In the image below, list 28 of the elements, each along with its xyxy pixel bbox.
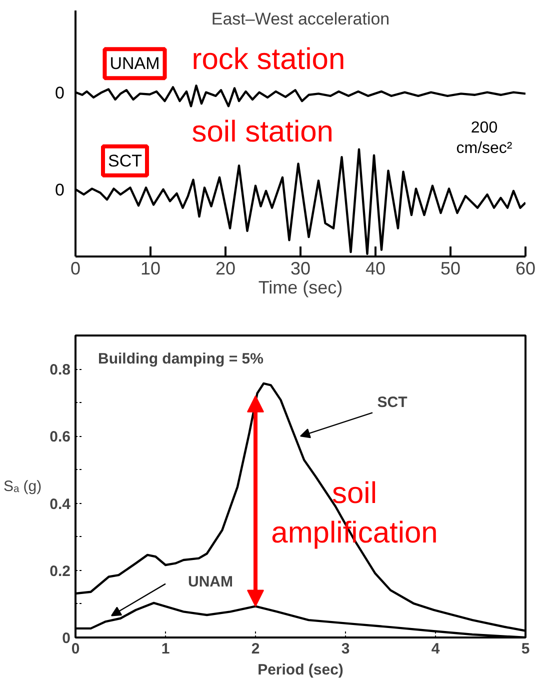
x-axis-title: Period (sec) bbox=[258, 662, 344, 678]
x-tick-label: 40 bbox=[365, 258, 386, 278]
x-tick-label: 5 bbox=[521, 640, 530, 658]
y-tick-label: 0.6 bbox=[50, 428, 71, 446]
annotation: soil station bbox=[192, 115, 334, 148]
y-tick-label: 0.8 bbox=[50, 362, 71, 379]
x-axis-title: Time (sec) bbox=[258, 278, 343, 298]
chart-title: East–West acceleration bbox=[211, 10, 390, 29]
x-tick-label: 60 bbox=[515, 258, 536, 278]
y-tick-label: 0.2 bbox=[50, 562, 71, 580]
annotation: SCT bbox=[377, 394, 408, 412]
annotation: Building damping = 5% bbox=[98, 350, 264, 368]
annotation: UNAM bbox=[188, 573, 234, 590]
x-tick-label: 10 bbox=[140, 258, 161, 278]
series-label: SCT bbox=[108, 151, 142, 170]
y-tick-label: 0 bbox=[62, 630, 70, 647]
x-tick-label: 3 bbox=[341, 640, 350, 658]
x-tick-label: 1 bbox=[161, 640, 170, 658]
y-axis-title: Sₐ (g) bbox=[4, 478, 42, 495]
x-tick-label: 2 bbox=[251, 640, 260, 658]
y-tick-label: 0.4 bbox=[50, 496, 72, 513]
x-tick-label: 20 bbox=[215, 258, 236, 278]
x-tick-label: 4 bbox=[431, 640, 440, 658]
x-tick-label: 30 bbox=[290, 258, 311, 278]
x-tick-label: 50 bbox=[440, 258, 461, 278]
annotation: 200 cm/sec² bbox=[456, 119, 513, 157]
text: rock station bbox=[192, 43, 346, 76]
series-label: UNAM bbox=[110, 54, 160, 74]
